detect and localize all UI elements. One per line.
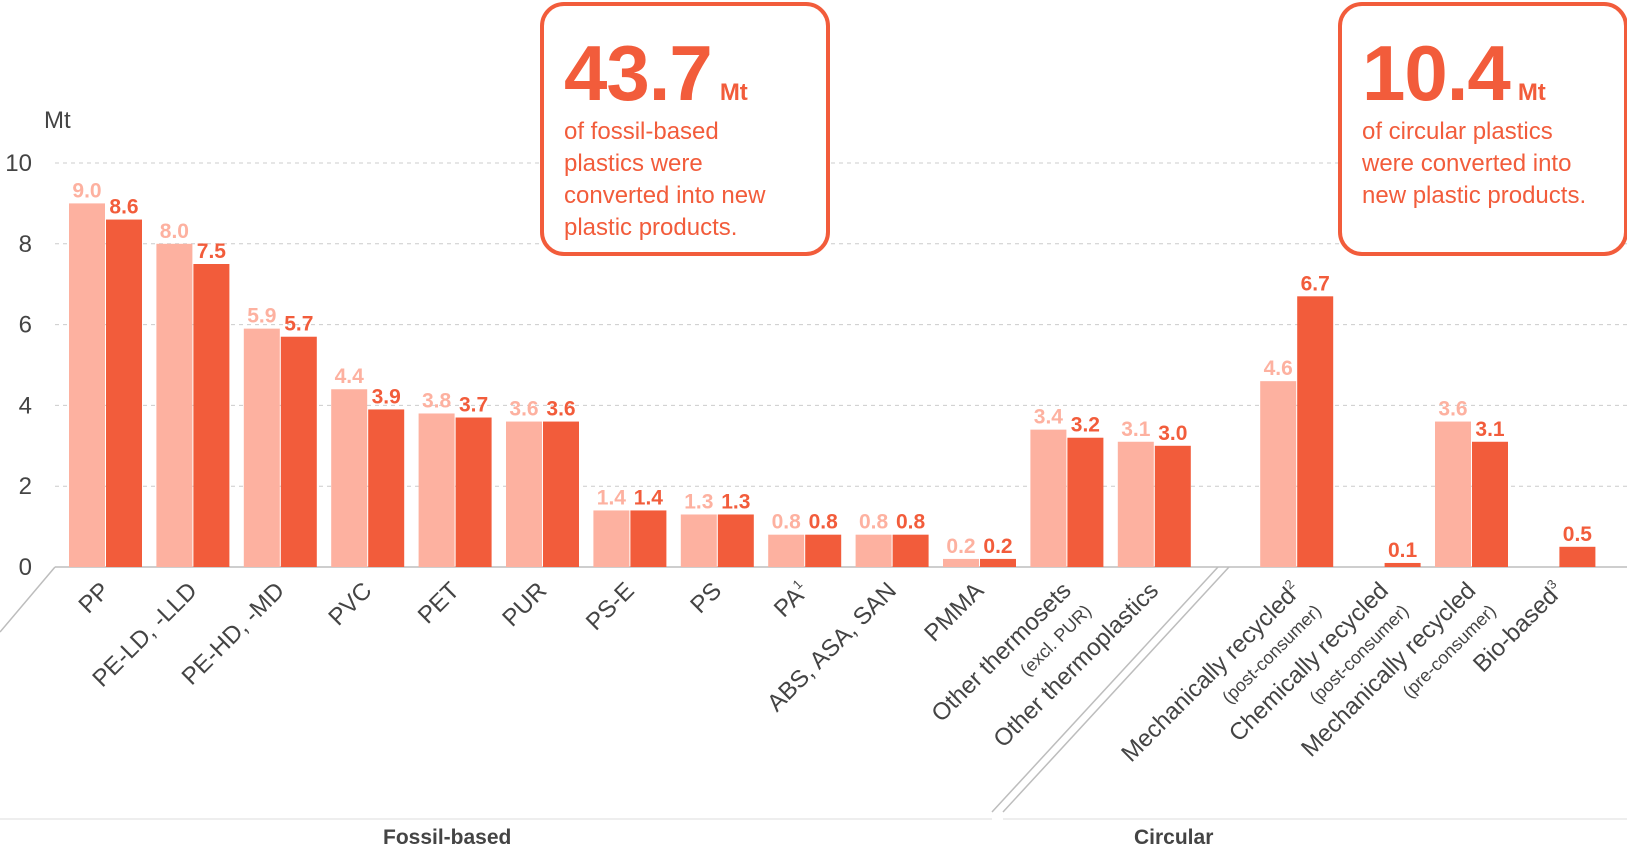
y-tick-label: 6 (19, 312, 32, 339)
data-label-dark: 8.6 (109, 196, 138, 219)
data-label-dark: 3.6 (546, 398, 575, 421)
y-tick-label: 0 (19, 554, 32, 581)
x-tick-label: PMMA (919, 577, 989, 647)
bar-dark (193, 264, 230, 567)
bar-light (69, 203, 105, 567)
fossil-total-unit: Mt (719, 79, 748, 106)
data-label-light: 3.6 (509, 398, 538, 421)
bar-dark (106, 219, 142, 567)
bar-dark (1154, 445, 1191, 567)
y-tick-label: 8 (19, 231, 32, 258)
x-tick-footnote: 1 (790, 576, 806, 592)
fossil-callout-text: of fossil-based plastics were converted … (564, 118, 766, 241)
bar-light (1117, 441, 1154, 567)
bar-light (1435, 421, 1471, 567)
bar-light (768, 534, 805, 567)
bar-light (506, 421, 542, 567)
bar-dark (1472, 441, 1508, 567)
x-tick-label: PP (74, 577, 116, 619)
bar-dark (805, 534, 842, 567)
circular-total-value: 10.4 (1362, 29, 1511, 117)
bar-dark (1067, 437, 1104, 567)
group-separator (991, 566, 1219, 813)
data-label-light: 0.2 (946, 535, 975, 558)
fossil-callout: 43.7 Mt of fossil-based plastics were con… (540, 2, 830, 256)
data-label-light: 3.4 (1034, 406, 1064, 429)
data-label-light: 0.8 (772, 511, 802, 534)
x-tick-label: Mechanically recycled (1296, 577, 1481, 762)
circular-callout-text: of circular plastics were converted into… (1362, 118, 1587, 209)
bar-light (680, 514, 717, 567)
bar-dark (717, 514, 754, 567)
data-label-dark: 0.1 (1388, 539, 1418, 562)
data-label-dark: 1.4 (634, 486, 664, 509)
x-tick-label: PUR (497, 577, 552, 632)
group-separator (0, 566, 56, 633)
bar-dark (368, 409, 405, 567)
data-label-dark: 6.7 (1301, 272, 1330, 295)
bar-dark (1559, 546, 1596, 567)
data-label-light: 3.6 (1438, 398, 1467, 421)
data-label-light: 8.0 (160, 220, 189, 243)
x-tick-footnote: 3 (1544, 576, 1560, 592)
data-label-dark: 3.2 (1071, 414, 1100, 437)
data-label-dark: 1.3 (721, 490, 750, 513)
data-label-dark: 0.8 (809, 511, 839, 534)
data-label-light: 3.1 (1121, 418, 1151, 441)
y-tick-label: 10 (5, 150, 32, 177)
fossil-total-value: 43.7 (564, 29, 713, 117)
data-label-light: 0.8 (859, 511, 889, 534)
data-label-dark: 3.7 (459, 394, 488, 417)
y-tick-label: 2 (19, 473, 32, 500)
group-separator (1002, 566, 1230, 813)
bar-dark (543, 421, 579, 567)
bar-dark (892, 534, 929, 567)
data-label-dark: 7.5 (197, 240, 227, 263)
bar-light (331, 389, 368, 567)
data-label-light: 3.8 (422, 389, 452, 412)
bar-light (1260, 381, 1297, 567)
group-label-fossil: Fossil-based (383, 826, 512, 849)
data-label-light: 9.0 (72, 179, 101, 202)
bar-light (156, 243, 193, 568)
bar-light (593, 510, 630, 567)
bar-dark (1297, 296, 1334, 567)
y-tick-label: 4 (19, 392, 32, 419)
data-label-light: 5.9 (247, 305, 276, 328)
data-label-light: 4.4 (335, 365, 365, 388)
data-label-dark: 3.0 (1158, 422, 1187, 445)
group-label-circular: Circular (1134, 826, 1214, 849)
bar-light (855, 534, 892, 567)
y-axis-label: Mt (44, 107, 71, 134)
data-label-dark: 3.9 (372, 385, 401, 408)
data-label-dark: 0.8 (896, 511, 926, 534)
circular-callout: 10.4 Mt of circular plastics were convert… (1338, 2, 1627, 256)
bar-light (1030, 429, 1067, 567)
x-tick-label: PVC (323, 577, 377, 631)
bar-light (243, 328, 280, 567)
data-label-dark: 5.7 (284, 313, 313, 336)
data-label-dark: 3.1 (1475, 418, 1505, 441)
bar-light (943, 558, 979, 567)
data-label-dark: 0.5 (1563, 523, 1593, 546)
x-tick-footnote: 2 (1282, 576, 1298, 592)
bar-dark (980, 558, 1016, 567)
x-tick-label: PS (685, 577, 727, 619)
x-tick-label: PS-E (581, 577, 640, 636)
data-label-light: 1.3 (684, 490, 713, 513)
data-label-light: 4.6 (1264, 357, 1293, 380)
bar-light (418, 413, 455, 567)
bar-dark (630, 510, 667, 567)
bar-dark (1384, 562, 1421, 567)
data-label-light: 1.4 (597, 486, 627, 509)
x-tick-label: PET (413, 577, 465, 629)
circular-total-unit: Mt (1517, 79, 1546, 106)
bar-dark (455, 417, 492, 567)
bar-dark (280, 336, 317, 567)
data-label-dark: 0.2 (983, 535, 1012, 558)
x-tick-label: PA1 (768, 576, 814, 622)
